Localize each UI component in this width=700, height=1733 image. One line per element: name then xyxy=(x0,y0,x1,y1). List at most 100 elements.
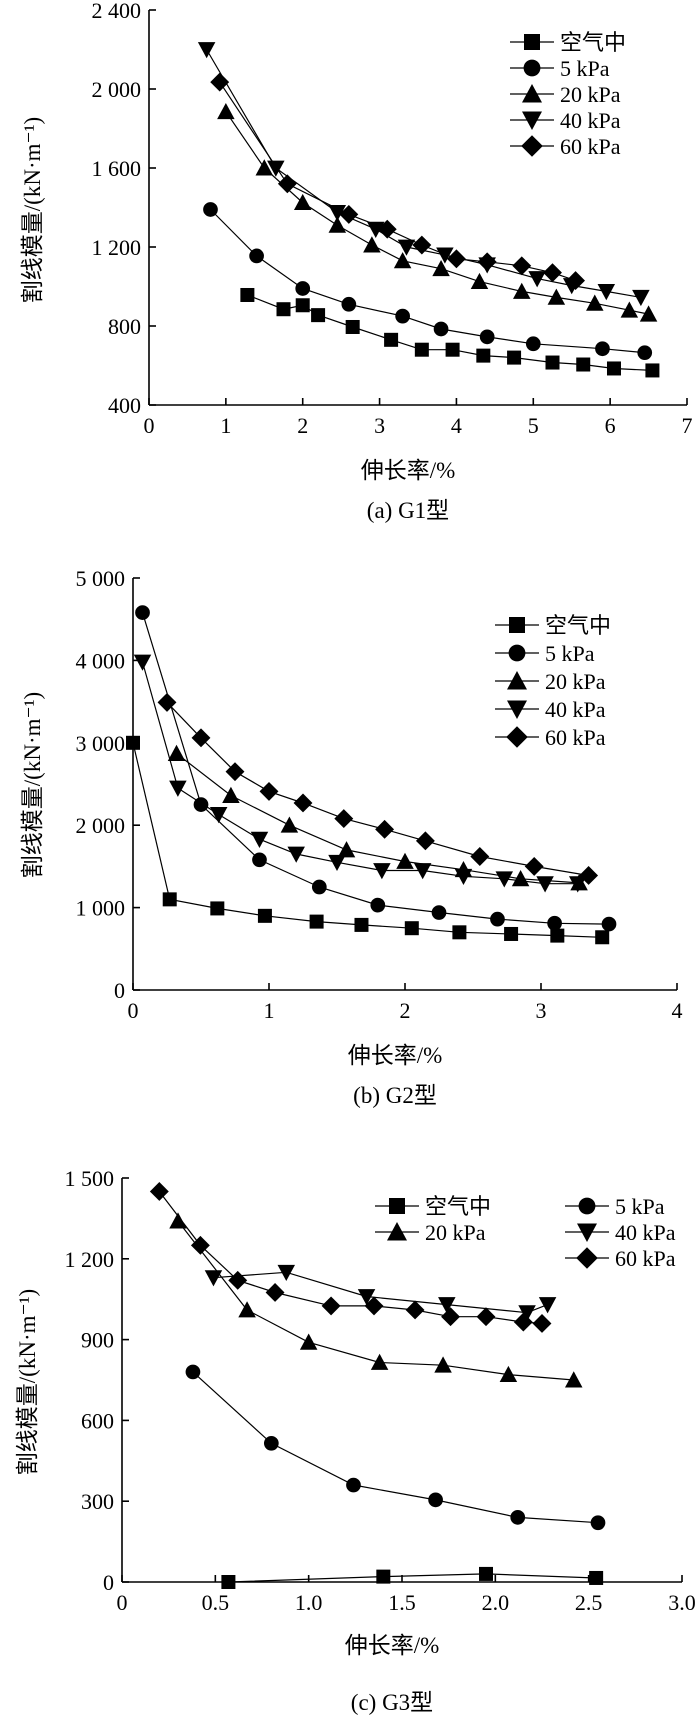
x-tick-label: 0 xyxy=(128,998,139,1023)
x-tick-label: 0 xyxy=(144,413,155,438)
y-tick-label: 800 xyxy=(108,314,141,339)
data-point xyxy=(276,302,291,317)
data-point xyxy=(476,1307,496,1327)
data-point xyxy=(507,350,522,365)
data-point xyxy=(167,744,186,761)
legend-item-air: 空气中 xyxy=(495,613,611,638)
data-point xyxy=(413,863,432,880)
legend-label: 60 kPa xyxy=(560,134,621,159)
data-point xyxy=(415,831,435,851)
data-point xyxy=(397,239,416,256)
y-tick-label: 3 000 xyxy=(76,731,126,756)
data-point xyxy=(547,288,566,305)
data-point xyxy=(263,1435,279,1451)
data-point xyxy=(543,263,562,283)
legend-marker xyxy=(523,59,541,77)
data-point xyxy=(210,72,230,92)
data-point xyxy=(295,281,311,296)
data-point xyxy=(345,319,360,334)
data-point xyxy=(221,1575,236,1589)
x-tick-label: 1 xyxy=(220,413,231,438)
x-tick-label: 2 xyxy=(400,998,411,1023)
legend-marker xyxy=(576,1247,598,1269)
y-tick-label: 1 000 xyxy=(76,896,126,921)
data-point xyxy=(637,345,653,361)
data-point xyxy=(267,160,285,177)
x-tick-label: 7 xyxy=(682,413,693,438)
data-point xyxy=(287,846,305,863)
legend-label: 40 kPa xyxy=(615,1220,676,1245)
data-point xyxy=(311,308,326,323)
data-point xyxy=(532,1313,552,1333)
data-point xyxy=(354,917,369,932)
y-tick-label: 1 200 xyxy=(92,235,142,260)
data-point xyxy=(321,1296,341,1316)
y-tick-label: 600 xyxy=(81,1408,114,1433)
x-tick-label: 3 xyxy=(374,413,385,438)
x-tick-label: 5 xyxy=(528,413,539,438)
data-point xyxy=(277,174,297,194)
x-tick-label: 2.5 xyxy=(575,1590,603,1615)
y-tick-label: 900 xyxy=(81,1328,114,1353)
data-point xyxy=(375,819,395,839)
legend-item-40-kpa: 40 kPa xyxy=(565,1220,676,1245)
data-point xyxy=(564,1371,583,1388)
data-point xyxy=(328,216,347,233)
x-tick-label: 3 xyxy=(536,998,547,1023)
y-axis-label: 割线模量/(kN·m⁻¹) xyxy=(20,117,45,303)
series-line xyxy=(176,753,580,884)
data-point xyxy=(477,252,497,272)
x-tick-label: 0.5 xyxy=(202,1590,230,1615)
data-point xyxy=(499,1365,518,1383)
data-point xyxy=(470,847,490,866)
data-point xyxy=(337,841,356,858)
x-tick-label: 3.0 xyxy=(668,1590,696,1615)
data-point xyxy=(441,1307,460,1327)
data-point xyxy=(328,854,346,872)
data-point xyxy=(222,786,240,803)
data-point xyxy=(470,272,489,289)
data-point xyxy=(259,781,279,801)
x-tick-label: 1 xyxy=(264,998,275,1023)
data-point xyxy=(590,1515,606,1531)
data-point xyxy=(295,298,310,313)
legend-marker xyxy=(506,726,528,748)
data-point xyxy=(510,1510,526,1525)
legend-marker xyxy=(522,84,542,103)
data-point xyxy=(157,692,177,712)
data-point xyxy=(511,870,530,887)
y-tick-label: 0 xyxy=(103,1570,114,1595)
legend-marker xyxy=(524,34,540,50)
data-point xyxy=(518,1305,536,1322)
data-point xyxy=(203,202,218,217)
data-point xyxy=(250,831,269,848)
data-point xyxy=(277,1264,296,1282)
data-point xyxy=(384,332,399,347)
series-40-kpa xyxy=(204,1264,557,1322)
data-point xyxy=(126,735,140,750)
legend-item-20-kpa: 20 kPa xyxy=(510,82,621,107)
y-tick-label: 1 200 xyxy=(65,1247,115,1272)
data-point xyxy=(428,1492,443,1508)
legend-label: 40 kPa xyxy=(545,697,606,722)
data-point xyxy=(586,294,604,311)
x-tick-label: 1.0 xyxy=(295,1590,323,1615)
x-tick-label: 0 xyxy=(117,1590,128,1615)
x-axis-label: 伸长率/% xyxy=(345,1633,440,1658)
data-point xyxy=(228,1270,248,1290)
data-point xyxy=(217,102,235,120)
data-point xyxy=(645,363,660,378)
data-point xyxy=(446,249,466,269)
legend-item-5-kpa: 5 kPa xyxy=(565,1194,665,1219)
data-point xyxy=(479,329,495,345)
legend-label: 5 kPa xyxy=(560,56,610,81)
legend-label: 空气中 xyxy=(425,1194,491,1219)
data-point xyxy=(311,879,327,895)
series-60-kpa xyxy=(157,692,599,885)
data-point xyxy=(431,905,447,920)
data-point xyxy=(357,1289,376,1306)
legend-label: 空气中 xyxy=(560,30,626,55)
legend-label: 5 kPa xyxy=(545,641,595,666)
